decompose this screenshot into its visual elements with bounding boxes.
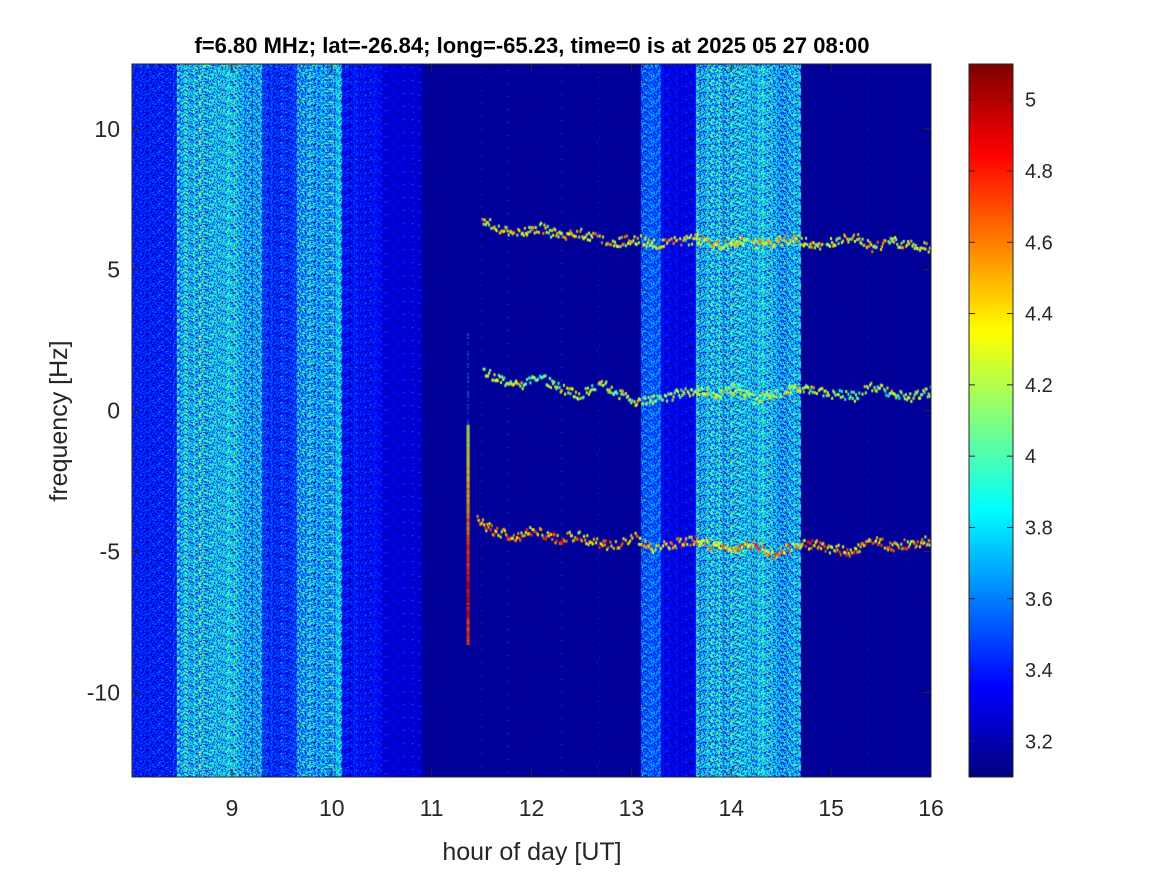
- x-tick-label: 13: [619, 795, 645, 821]
- x-tick-label: 15: [818, 795, 844, 821]
- colorbar-tick-label: 4.6: [1025, 232, 1053, 254]
- y-axis: -10 -5 0 5 10: [87, 116, 931, 705]
- x-axis: 9 10 11 12 13 14 15 16: [225, 64, 944, 821]
- x-tick-label: 12: [519, 795, 545, 821]
- spectrogram-plot: 9 10 11 12 13 14 15 16 -10 -5 0 5 10: [87, 63, 944, 821]
- y-axis-label: frequency [Hz]: [45, 340, 73, 501]
- spectrogram-heatmap: [132, 64, 931, 777]
- chart-title: f=6.80 MHz; lat=-26.84; long=-65.23, tim…: [194, 33, 869, 58]
- colorbar-ticks: 3.2 3.4 3.6 3.8 4 4.2 4.4 4.6 4.8 5: [969, 90, 1053, 753]
- x-tick-label: 10: [319, 795, 345, 821]
- colorbar: 3.2 3.4 3.6 3.8 4 4.2 4.4 4.6 4.8 5: [968, 63, 1053, 778]
- colorbar-frame: [968, 63, 1014, 778]
- colorbar-tick-label: 5: [1025, 90, 1036, 112]
- x-tick-label: 14: [718, 795, 744, 821]
- x-tick-label: 16: [918, 795, 944, 821]
- colorbar-tick-label: 3.2: [1025, 731, 1053, 753]
- x-tick-label: 11: [420, 795, 444, 821]
- colorbar-tick-label: 3.8: [1025, 517, 1053, 539]
- x-tick-label: 9: [225, 795, 238, 821]
- colorbar-tick-label: 3.6: [1025, 589, 1053, 611]
- colorbar-tick-label: 4.2: [1025, 375, 1053, 397]
- colorbar-tick-label: 4.8: [1025, 161, 1053, 183]
- colorbar-tick-label: 4.4: [1025, 304, 1053, 326]
- y-tick-label: 5: [107, 257, 120, 283]
- y-tick-label: -10: [87, 679, 120, 705]
- colorbar-tick-label: 4: [1025, 446, 1036, 468]
- y-tick-label: -5: [100, 539, 120, 565]
- colorbar-tick-label: 3.4: [1025, 660, 1053, 682]
- y-tick-label: 10: [94, 116, 120, 142]
- colorbar-gradient: [969, 64, 1013, 777]
- y-tick-label: 0: [107, 398, 120, 424]
- x-axis-label: hour of day [UT]: [442, 838, 621, 866]
